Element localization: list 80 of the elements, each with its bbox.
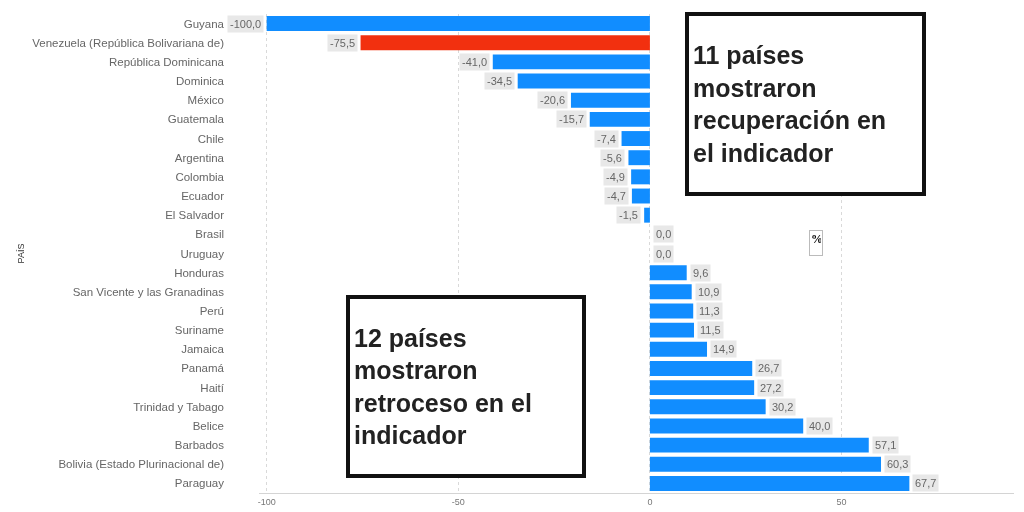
x-tick-label: -100 <box>257 496 276 507</box>
y-tick-label: Jamaica <box>181 343 225 356</box>
y-tick-label: Brasil <box>195 228 224 241</box>
data-label: 11,3 <box>699 305 720 317</box>
data-label: 26,7 <box>758 362 780 374</box>
y-tick-label: Dominica <box>176 75 225 88</box>
bar <box>649 399 766 415</box>
y-tick-label: El Salvador <box>165 209 225 222</box>
data-label: 40,0 <box>809 420 831 432</box>
data-label: 0,0 <box>656 248 672 260</box>
bar <box>649 475 910 491</box>
y-tick-label: Guatemala <box>167 113 225 126</box>
bar <box>589 111 650 127</box>
data-label: -100,0 <box>230 18 262 30</box>
bar <box>644 207 650 223</box>
bar <box>649 437 869 453</box>
y-tick-label: Honduras <box>174 266 225 279</box>
bar <box>649 456 882 472</box>
data-label: 10,9 <box>698 286 720 298</box>
data-label: -34,5 <box>487 75 513 87</box>
data-label: 27,2 <box>760 382 782 394</box>
data-label: 11,5 <box>700 324 721 336</box>
data-label: 57,1 <box>875 439 897 451</box>
y-tick-label: Haití <box>200 381 225 394</box>
y-tick-label: Guyana <box>183 17 225 30</box>
data-label: 9,6 <box>693 267 709 279</box>
x-tick-label: 50 <box>836 496 847 507</box>
data-label: -5,6 <box>603 152 622 164</box>
data-label: -15,7 <box>559 113 585 125</box>
bar <box>628 150 650 166</box>
y-tick-label: San Vicente y las Granadinas <box>72 285 225 298</box>
bar <box>649 341 708 357</box>
y-tick-label: Chile <box>197 132 224 145</box>
x-tick-label: -50 <box>451 496 465 507</box>
y-tick-label: Ecuador <box>181 190 225 203</box>
bar <box>266 16 650 32</box>
bar <box>649 303 694 319</box>
bar <box>649 322 694 338</box>
bar <box>517 73 650 89</box>
data-label: 14,9 <box>713 343 735 355</box>
y-tick-label: Panamá <box>181 362 225 375</box>
data-label: 30,2 <box>772 401 794 413</box>
bar <box>649 284 692 300</box>
x-tick-label: 0 <box>647 496 653 507</box>
y-tick-label: Perú <box>199 305 224 318</box>
data-label: -7,4 <box>597 133 616 145</box>
bar <box>649 265 687 281</box>
bar <box>570 92 650 108</box>
bar <box>631 169 650 185</box>
bar <box>631 188 650 204</box>
annotation: 11 países mostraron recuperación en el indicador <box>693 41 887 167</box>
y-tick-label: Belice <box>192 419 224 432</box>
data-label: -20,6 <box>540 94 566 106</box>
data-label: -41,0 <box>462 56 488 68</box>
y-tick-label: Trinidad y Tabago <box>133 400 224 413</box>
bar <box>649 418 804 434</box>
data-label: -1,5 <box>619 209 638 221</box>
y-tick-label: República Dominicana <box>108 55 225 68</box>
y-tick-label: Argentina <box>174 151 225 164</box>
data-label: 60,3 <box>887 458 909 470</box>
y-tick-label: México <box>187 94 224 107</box>
data-label: -75,5 <box>330 37 356 49</box>
data-label: 0,0 <box>656 228 672 240</box>
annotation: 12 países mostraron retroceso en el indicador <box>354 323 532 450</box>
y-tick-label: Bolivia (Estado Plurinacional de) <box>58 458 225 471</box>
y-tick-label: Venezuela (República Bolivariana de) <box>32 36 225 49</box>
y-tick-label: Paraguay <box>174 477 225 490</box>
bar <box>649 380 755 396</box>
bar <box>649 360 753 376</box>
y-tick-label: Colombia <box>175 170 225 183</box>
y-tick-label: Barbados <box>174 439 225 452</box>
y-tick-label: Suriname <box>174 324 224 337</box>
y-tick-label: Uruguay <box>180 247 225 260</box>
bar <box>492 54 650 70</box>
y-axis-title: PAÍS <box>15 243 26 264</box>
data-label: -4,9 <box>606 171 625 183</box>
bar <box>621 131 650 147</box>
data-label: 67,7 <box>915 477 937 489</box>
data-label: -4,7 <box>607 190 626 202</box>
bar <box>360 35 650 51</box>
